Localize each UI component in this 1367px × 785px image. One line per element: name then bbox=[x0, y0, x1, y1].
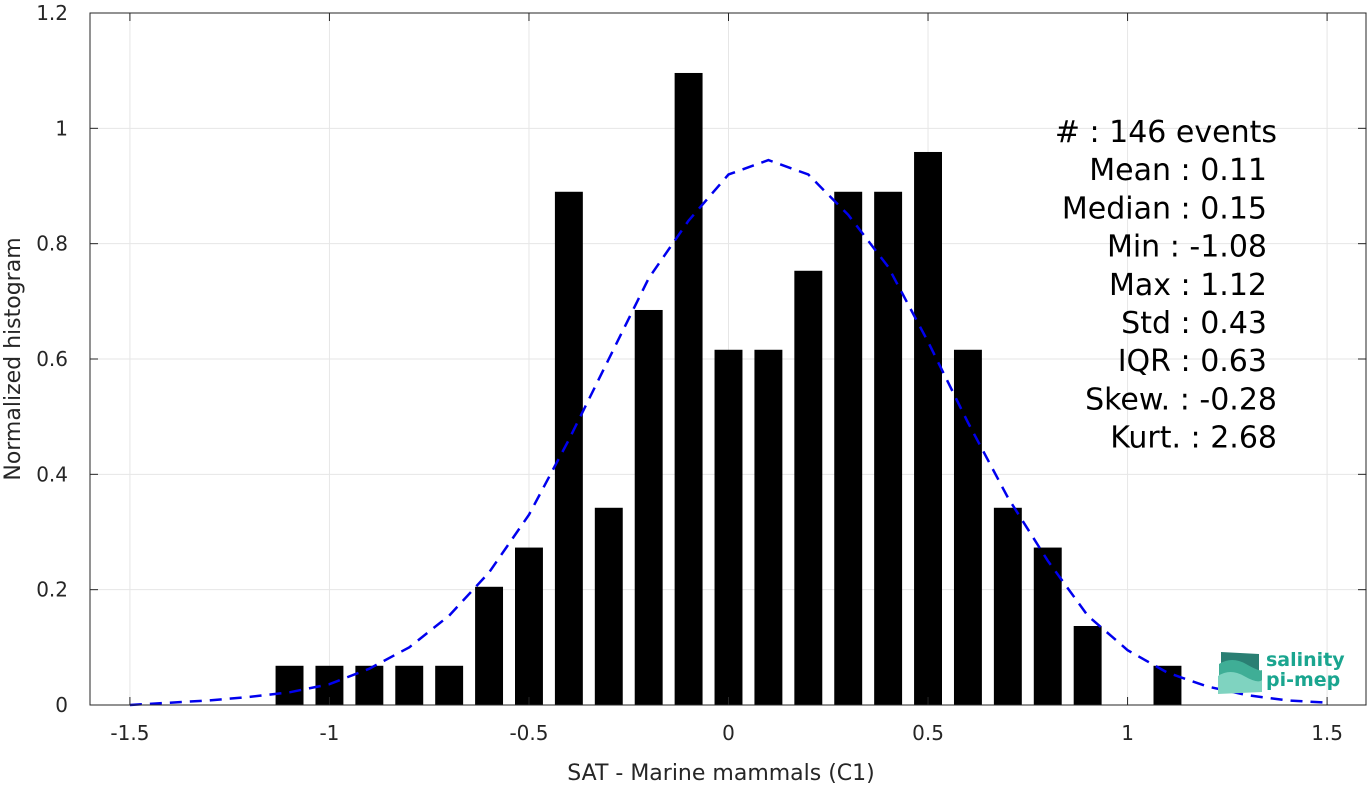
y-tick-label: 0.6 bbox=[36, 347, 68, 371]
ticks bbox=[90, 12, 1366, 706]
stat-line: Std : 0.43 bbox=[1121, 306, 1267, 341]
histogram-bar bbox=[834, 191, 863, 705]
histogram-bar bbox=[435, 665, 464, 705]
x-tick-label: -1 bbox=[319, 721, 339, 745]
y-tick-labels: 0 0.2 0.4 0.6 0.8 1 1.2 bbox=[36, 1, 68, 717]
stat-line: Kurt. : 2.68 bbox=[1110, 421, 1277, 456]
histogram-bar bbox=[993, 507, 1022, 705]
histogram-bar bbox=[1153, 665, 1182, 705]
histogram-bar bbox=[714, 349, 743, 705]
stat-line: Mean : 0.11 bbox=[1089, 153, 1267, 188]
salinity-pi-mep-logo: salinity pi-mep bbox=[1218, 649, 1345, 694]
stat-line: Skew. : -0.28 bbox=[1085, 382, 1277, 417]
stat-line: # : 146 events bbox=[1055, 115, 1277, 150]
histogram-bar bbox=[475, 586, 504, 705]
histogram-bar bbox=[594, 507, 623, 705]
x-tick-label: 1 bbox=[1121, 721, 1134, 745]
x-tick-label: 0 bbox=[722, 721, 735, 745]
logo-waves-icon bbox=[1218, 652, 1262, 694]
histogram-bar bbox=[1073, 625, 1102, 705]
y-tick-label: 0.2 bbox=[36, 578, 68, 602]
histogram-bar bbox=[1033, 547, 1062, 705]
y-axis-label: Normalized histogram bbox=[1, 237, 26, 480]
histogram-bar bbox=[953, 349, 982, 705]
logo-line2: pi-mep bbox=[1266, 669, 1340, 691]
x-tick-label: -0.5 bbox=[509, 721, 548, 745]
histogram-bar bbox=[674, 72, 703, 706]
histogram-bar bbox=[634, 309, 663, 705]
y-tick-label: 0.8 bbox=[36, 232, 68, 256]
x-tick-label: -1.5 bbox=[110, 721, 149, 745]
x-tick-labels: -1.5 -1 -0.5 0 0.5 1 1.5 bbox=[110, 721, 1343, 745]
y-tick-label: 1 bbox=[55, 116, 68, 140]
stat-line: Median : 0.15 bbox=[1062, 191, 1267, 226]
fit-curve bbox=[129, 158, 1328, 707]
histogram-bar bbox=[754, 349, 783, 705]
stat-line: Max : 1.12 bbox=[1109, 268, 1267, 303]
x-axis-label: SAT - Marine mammals (C1) bbox=[567, 761, 875, 785]
histogram-bar bbox=[914, 151, 942, 705]
y-tick-label: 1.2 bbox=[36, 1, 68, 25]
logo-line1: salinity bbox=[1266, 649, 1345, 671]
histogram-bar bbox=[355, 665, 384, 705]
histogram-bar bbox=[395, 665, 424, 705]
y-tick-label: 0 bbox=[55, 693, 68, 717]
x-tick-label: 0.5 bbox=[912, 721, 944, 745]
bars bbox=[275, 72, 1182, 706]
histogram-bar bbox=[794, 270, 823, 705]
stat-line: Min : -1.08 bbox=[1107, 230, 1267, 265]
histogram-bar bbox=[874, 191, 903, 705]
y-tick-label: 0.4 bbox=[36, 462, 68, 486]
histogram-bar bbox=[554, 191, 583, 705]
histogram-bar bbox=[515, 547, 543, 705]
stat-line: IQR : 0.63 bbox=[1118, 344, 1267, 379]
x-tick-label: 1.5 bbox=[1311, 721, 1343, 745]
histogram-bar bbox=[275, 665, 304, 705]
